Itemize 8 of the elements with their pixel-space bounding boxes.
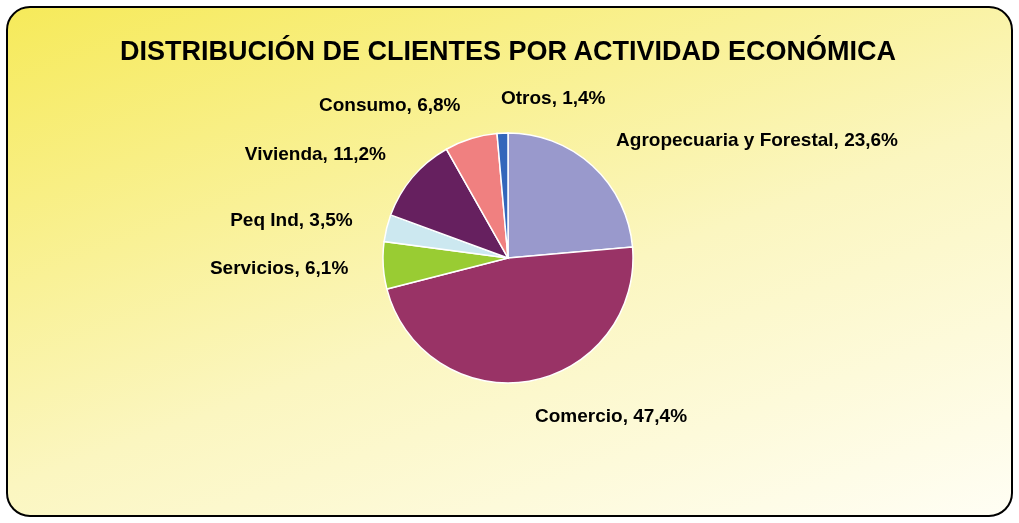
slice-label: Vivienda, 11,2% [244, 143, 387, 165]
slice-label: Servicios, 6,1% [209, 256, 349, 278]
slice-label: Consumo, 6,8% [318, 94, 461, 116]
chart-title: DISTRIBUCIÓN DE CLIENTES POR ACTIVIDAD ECONÓMICA [119, 35, 897, 66]
slice-label: Agropecuaria y Forestal, 23,6% [616, 129, 899, 150]
slice-label: Comercio, 47,4% [535, 404, 688, 426]
slice-label: Otros, 1,4% [500, 87, 606, 109]
slice-label: Peq Ind, 3,5% [230, 208, 353, 230]
